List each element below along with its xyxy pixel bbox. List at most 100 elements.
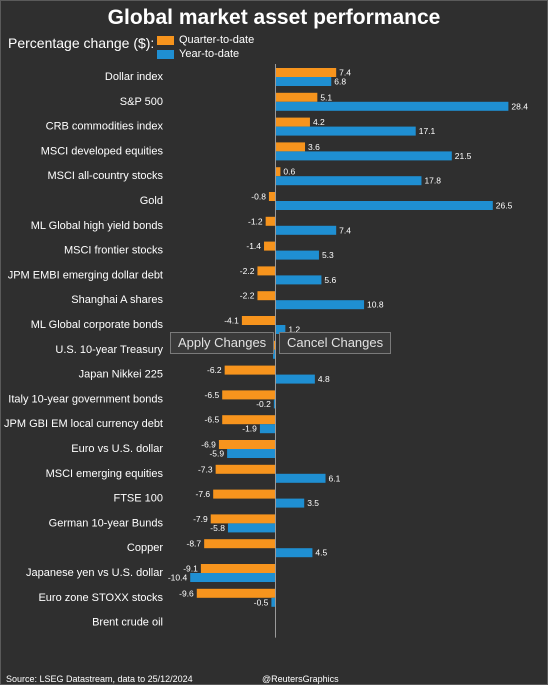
category-label: German 10-year Bunds: [49, 517, 164, 529]
data-label: -8.7: [187, 539, 202, 549]
data-label: 17.1: [419, 126, 436, 136]
data-label: -0.5: [254, 597, 269, 607]
category-label: Japanese yen vs U.S. dollar: [26, 567, 163, 579]
apply-changes-button[interactable]: Apply Changes: [170, 332, 275, 354]
bar-quarter-to-date: [275, 142, 306, 152]
bar-year-to-date: [275, 498, 305, 508]
data-label: -2.2: [240, 291, 255, 301]
data-label: 3.5: [307, 498, 319, 508]
bar-year-to-date: [275, 548, 313, 558]
legend: Quarter-to-date Year-to-date: [157, 33, 254, 61]
bar-year-to-date: [227, 449, 276, 458]
data-label: 4.8: [318, 374, 330, 384]
data-label: 7.4: [339, 68, 351, 78]
legend-item-qtd: Quarter-to-date: [157, 33, 254, 47]
bar-quarter-to-date: [218, 440, 276, 449]
legend-item-ytd: Year-to-date: [157, 47, 254, 61]
data-label: -0.2: [256, 399, 271, 409]
data-label: -6.5: [205, 415, 220, 425]
bar-year-to-date: [275, 275, 322, 285]
data-label: 6.1: [329, 473, 341, 483]
bar-year-to-date: [275, 250, 319, 260]
bar-quarter-to-date: [275, 68, 337, 77]
data-label: 26.5: [496, 201, 513, 211]
category-label: Euro zone STOXX stocks: [38, 592, 163, 604]
data-label: -7.9: [193, 514, 208, 524]
bar-quarter-to-date: [224, 365, 276, 375]
data-label: -6.5: [205, 390, 220, 400]
bar-year-to-date: [275, 151, 452, 161]
category-label: Euro vs U.S. dollar: [71, 443, 163, 455]
data-label: -7.3: [198, 464, 213, 474]
data-label: 10.8: [367, 300, 384, 310]
data-label: 17.8: [424, 176, 441, 186]
category-label: U.S. 10-year Treasury: [55, 344, 163, 356]
data-label: 6.8: [334, 77, 346, 87]
bar-year-to-date: [227, 523, 276, 533]
category-label: Shanghai A shares: [71, 294, 163, 306]
category-label: JPM EMBI emerging dollar debt: [8, 269, 163, 281]
bar-quarter-to-date: [257, 291, 276, 301]
data-label: -6.2: [207, 365, 222, 375]
bar-quarter-to-date: [265, 216, 276, 226]
bar-quarter-to-date: [275, 117, 310, 127]
data-label: -4.1: [224, 316, 239, 326]
category-label: MSCI developed equities: [41, 145, 164, 157]
bar-quarter-to-date: [222, 415, 276, 425]
category-label: MSCI all-country stocks: [47, 170, 163, 182]
legend-label-ytd: Year-to-date: [179, 48, 240, 60]
bar-quarter-to-date: [210, 514, 276, 524]
data-label: -9.6: [179, 588, 194, 598]
data-label: 1.2: [288, 325, 300, 335]
data-label: -6.9: [201, 440, 216, 450]
data-label: -9.1: [183, 564, 198, 574]
bar-quarter-to-date: [268, 192, 276, 201]
bar-year-to-date: [275, 201, 493, 210]
bar-year-to-date: [275, 176, 422, 186]
bar-quarter-to-date: [213, 489, 276, 499]
data-label: 5.6: [324, 275, 336, 285]
data-label: 4.5: [315, 548, 327, 558]
bar-year-to-date: [271, 597, 276, 607]
category-label: MSCI frontier stocks: [64, 245, 164, 257]
source-note: Source: LSEG Datastream, data to 25/12/2…: [6, 674, 193, 684]
category-label: FTSE 100: [113, 493, 163, 505]
bar-year-to-date: [275, 374, 315, 384]
bar-quarter-to-date: [264, 241, 276, 251]
bar-quarter-to-date: [196, 588, 276, 598]
data-label: 28.4: [511, 101, 528, 111]
bar-quarter-to-date: [257, 266, 276, 276]
category-label: Gold: [140, 195, 163, 207]
data-label: -1.4: [246, 241, 261, 251]
bar-quarter-to-date: [204, 539, 276, 549]
data-label: 7.4: [339, 225, 351, 235]
bar-quarter-to-date: [200, 564, 276, 573]
category-label: Japan Nikkei 225: [79, 369, 163, 381]
bar-year-to-date: [275, 77, 332, 86]
cancel-changes-button[interactable]: Cancel Changes: [279, 332, 392, 354]
chart-title: Global market asset performance: [107, 6, 441, 29]
data-label: 0.6: [283, 167, 295, 177]
category-label: Dollar index: [105, 71, 164, 83]
chart-subtitle: Percentage change ($):: [8, 35, 155, 51]
data-label: 5.1: [320, 92, 332, 102]
bar-year-to-date: [273, 399, 276, 409]
category-label: S&P 500: [120, 96, 163, 108]
data-label: -5.8: [210, 523, 225, 533]
bar-year-to-date: [275, 101, 509, 111]
bar-year-to-date: [275, 225, 337, 235]
bar-year-to-date: [275, 325, 286, 334]
category-label: ML Global high yield bonds: [31, 220, 164, 232]
bar-year-to-date: [190, 573, 276, 582]
legend-swatch-ytd: [157, 49, 174, 59]
data-label: -7.6: [196, 489, 211, 499]
bar-year-to-date: [275, 126, 416, 136]
data-label: -1.2: [248, 216, 263, 226]
bar-year-to-date: [275, 473, 326, 483]
bar-year-to-date: [259, 424, 276, 434]
data-label: 4.2: [313, 117, 325, 127]
data-label: -1.9: [242, 424, 257, 434]
data-label: 3.6: [308, 142, 320, 152]
bar-year-to-date: [273, 349, 276, 359]
